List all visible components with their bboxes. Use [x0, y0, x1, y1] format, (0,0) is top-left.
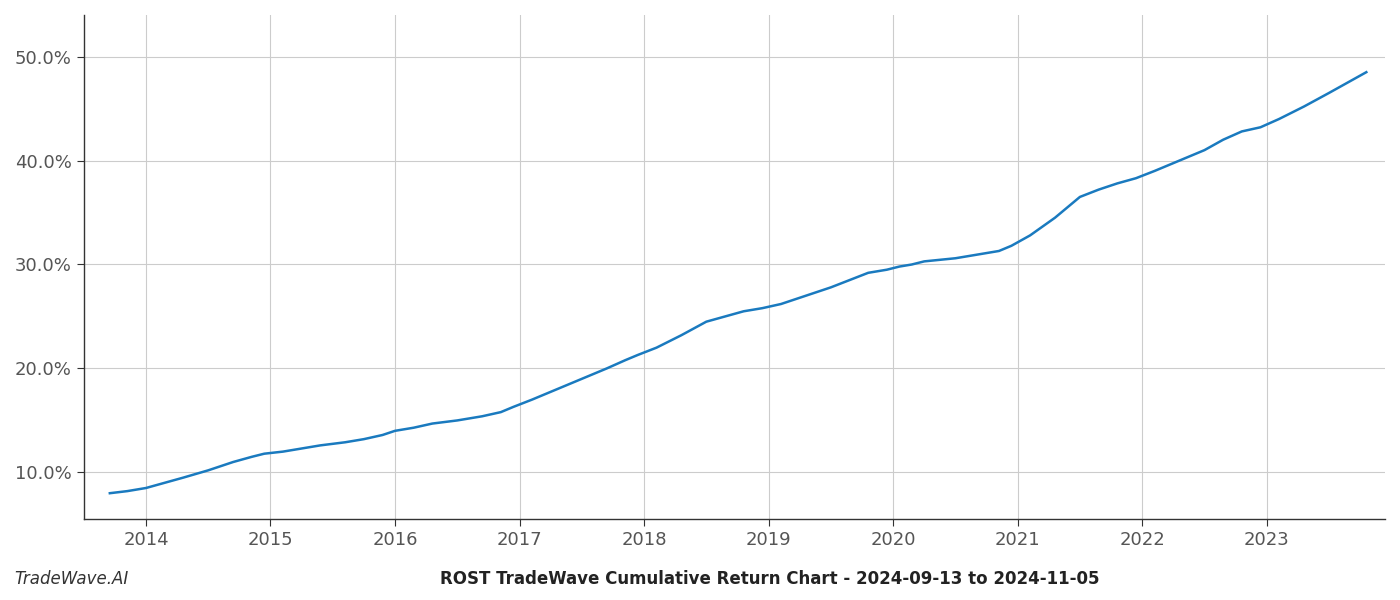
Text: TradeWave.AI: TradeWave.AI: [14, 570, 129, 588]
Text: ROST TradeWave Cumulative Return Chart - 2024-09-13 to 2024-11-05: ROST TradeWave Cumulative Return Chart -…: [440, 570, 1100, 588]
